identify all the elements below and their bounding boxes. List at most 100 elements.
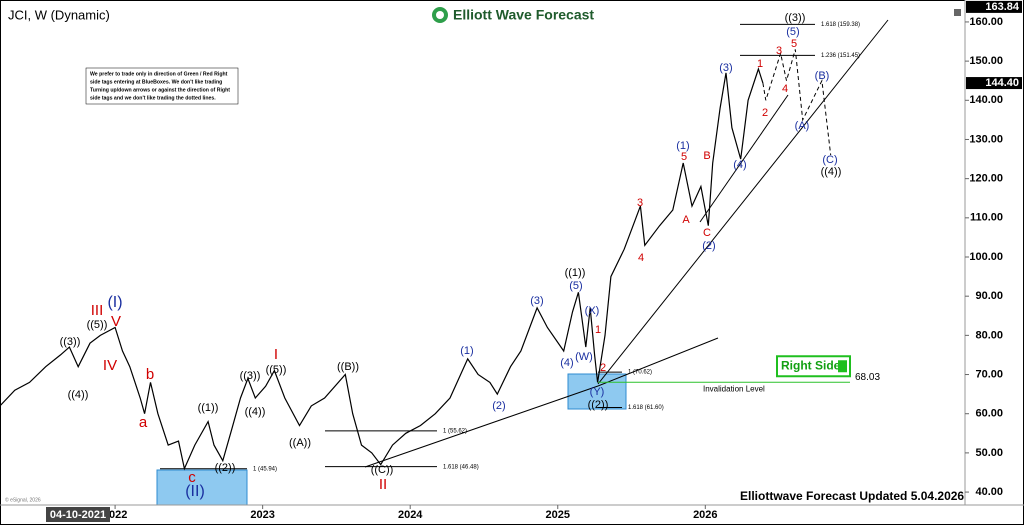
- arrow-box: [838, 360, 847, 373]
- wave-label: ((2)): [588, 399, 609, 411]
- wave-label: V: [111, 313, 121, 330]
- y-tick-label: 150.00: [969, 55, 1003, 67]
- wave-label: 2: [600, 362, 606, 374]
- note-line: We prefer to trade only in direction of …: [90, 71, 228, 77]
- y-tick-label: 140.00: [969, 94, 1003, 106]
- y-tick-label: 160.00: [969, 16, 1003, 28]
- x-tick-label: 2023: [250, 509, 274, 521]
- wave-label: II: [379, 476, 387, 493]
- wave-label: b: [146, 366, 154, 383]
- wave-label: (3): [719, 62, 732, 74]
- wave-label: (W): [575, 351, 593, 363]
- wave-label: 4: [782, 83, 788, 95]
- wave-label: (C): [822, 154, 837, 166]
- wave-label: ((5)): [266, 364, 287, 376]
- fib-label: 1.236 (151.45): [821, 53, 860, 59]
- invalidation-text: Invalidation Level: [703, 384, 765, 393]
- price-tag: 144.40: [985, 77, 1019, 89]
- wave-label: c: [188, 469, 196, 486]
- fib-label: 1.618 (46.48): [443, 464, 479, 470]
- price-tag: 163.84: [985, 1, 1020, 13]
- wave-label: IV: [103, 357, 117, 374]
- start-date: 04-10-2021: [50, 509, 106, 521]
- wave-label: (Y): [590, 386, 605, 398]
- wave-label: III: [91, 302, 104, 319]
- wave-label: ((4)): [245, 406, 266, 418]
- trendline: [597, 337, 719, 387]
- wave-label: ((5)): [87, 319, 108, 331]
- trendline: [364, 385, 599, 468]
- fib-label: 1 (55.62): [443, 428, 467, 434]
- icon: [954, 9, 961, 16]
- wave-label: (B): [815, 70, 830, 82]
- wave-label: 2: [762, 107, 768, 119]
- right-side-box: [776, 355, 851, 378]
- fib-label: 1.618 (61.60): [628, 405, 664, 411]
- blue-box: [156, 469, 248, 506]
- logo-text: Elliott Wave Forecast: [453, 7, 594, 23]
- wave-label: (4): [560, 357, 573, 369]
- trendline: [699, 94, 789, 223]
- x-tick-label: 2026: [693, 509, 717, 521]
- copyright: © eSignal, 2026: [5, 496, 41, 503]
- chart-title: JCI, W (Dynamic): [8, 7, 110, 22]
- footer: Elliottwave Forecast Updated 5.04.2026: [740, 489, 964, 503]
- y-tick-label: 110.00: [970, 212, 1003, 224]
- y-tick-label: 80.00: [975, 329, 1003, 341]
- wave-label: 3: [776, 45, 782, 57]
- wave-label: (3): [530, 295, 543, 307]
- y-tick-label: 130.00: [969, 133, 1003, 145]
- wave-label: ((1)): [198, 402, 219, 414]
- wave-label: (1): [460, 345, 473, 357]
- y-tick-label: 50.00: [975, 447, 1003, 459]
- wave-label: 5: [681, 151, 687, 163]
- wave-label: ((A)): [289, 437, 311, 449]
- wave-label: ((2)): [215, 462, 236, 474]
- wave-label: ((C)): [371, 464, 394, 476]
- note-line: side tags and we don't like trading the …: [90, 95, 216, 101]
- wave-label: ((4)): [68, 389, 89, 401]
- wave-label: 4: [638, 252, 644, 264]
- y-tick-label: 40.00: [975, 486, 1003, 498]
- wave-label: (A): [795, 120, 810, 132]
- wave-label: 3: [637, 197, 643, 209]
- note-line: Turning up/down arrows or against the di…: [90, 87, 230, 93]
- trendline: [597, 19, 889, 385]
- wave-label: (II): [185, 483, 205, 500]
- price-line: [0, 67, 764, 471]
- wave-label: (2): [702, 240, 715, 252]
- wave-label: ((3)): [785, 12, 806, 24]
- wave-label: (1): [676, 140, 689, 152]
- x-tick-label: 2025: [546, 509, 570, 521]
- wave-label: a: [139, 414, 148, 431]
- wave-label: 1: [757, 58, 763, 70]
- y-tick-label: 70.00: [975, 368, 1003, 380]
- wave-label: 5: [791, 38, 797, 50]
- fib-label: 1.618 (159.38): [821, 22, 860, 28]
- wave-label: (2): [492, 400, 505, 412]
- price-tag-box: [966, 0, 1022, 13]
- y-tick-label: 120.00: [969, 173, 1003, 185]
- wave-label: (4): [733, 159, 746, 171]
- note-box: [85, 67, 239, 105]
- wave-label: I: [274, 346, 278, 363]
- y-tick-label: 60.00: [975, 408, 1003, 420]
- wave-label: (5): [786, 26, 799, 38]
- wave-label: A: [682, 214, 690, 226]
- wave-label: ((B)): [337, 361, 359, 373]
- price-tag-box: [966, 77, 1022, 90]
- wave-label: ((1)): [565, 267, 586, 279]
- fib-label: 1 (70.62): [628, 370, 652, 376]
- wave-label: (5): [569, 280, 582, 292]
- wave-label: (X): [585, 305, 600, 317]
- fib-label: 1 (45.94): [253, 466, 277, 472]
- wave-label: C: [703, 227, 711, 239]
- wave-label: ((4)): [821, 166, 842, 178]
- y-tick-label: 90.00: [975, 290, 1003, 302]
- date-box: [46, 507, 110, 522]
- invalidation-value: 68.03: [855, 372, 880, 383]
- projection-line: [762, 49, 832, 156]
- wave-label: B: [703, 150, 710, 162]
- wave-label: 1: [595, 324, 601, 336]
